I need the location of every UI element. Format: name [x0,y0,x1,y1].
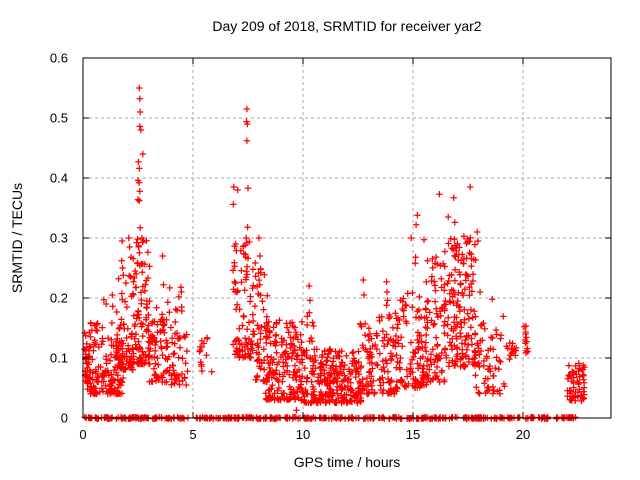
x-tick-label: 0 [79,427,86,442]
y-tick-label: 0.2 [50,291,68,306]
y-tick-label: 0.3 [50,231,68,246]
chart-title: Day 209 of 2018, SRMTID for receiver yar… [212,18,481,34]
y-axis-label: SRMTID / TECUs [9,183,25,293]
x-axis-label: GPS time / hours [294,454,401,470]
y-tick-label: 0 [61,411,68,426]
grid-lines [83,58,611,418]
axis-ticks [82,57,611,419]
x-tick-label: 10 [296,427,310,442]
y-tick-label: 0.6 [50,51,68,66]
data-points-srmtid [81,84,588,423]
x-tick-label: 5 [189,427,196,442]
y-tick-label: 0.5 [50,111,68,126]
y-tick-label: 0.1 [50,351,68,366]
x-tick-label: 15 [406,427,420,442]
x-tick-label: 20 [516,427,530,442]
axis-tick-labels: 0 5 10 15 20 0 0.1 0.2 0.3 0.4 0.5 0.6 [50,51,530,443]
y-tick-label: 0.4 [50,171,68,186]
